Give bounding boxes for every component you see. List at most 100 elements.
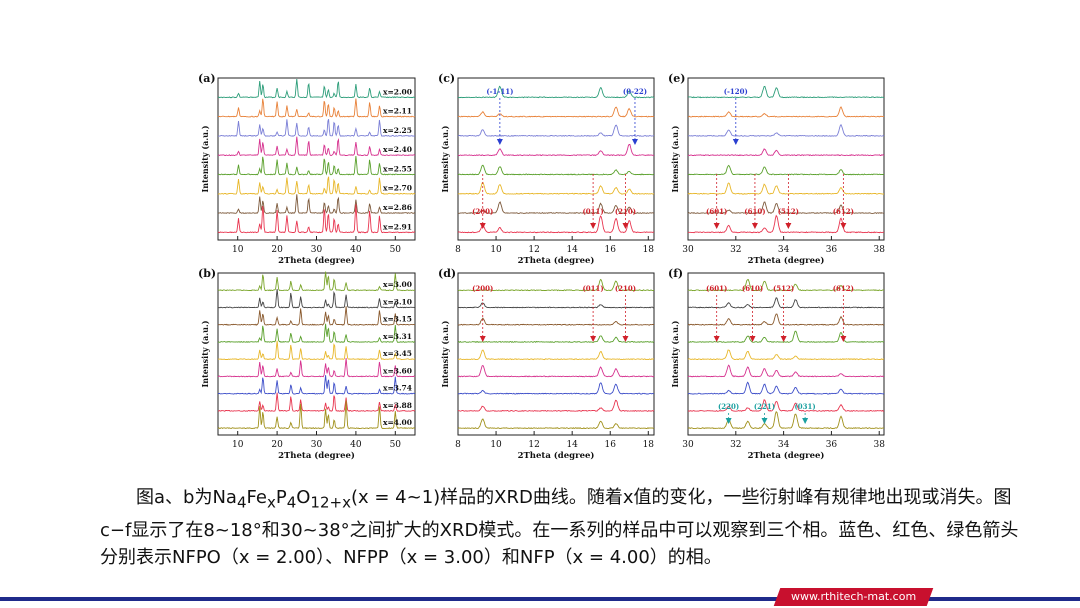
series-line xyxy=(457,364,655,378)
legend-label: x=2.25 xyxy=(383,126,412,135)
panel-d: (d) Intensity (a.u.) 2Theta (degree) 8 10 12 1… xyxy=(438,267,655,461)
series-line xyxy=(217,204,415,234)
series-line xyxy=(458,85,655,99)
legend-label: x=3.31 xyxy=(383,332,412,341)
x-tick-label: 10 xyxy=(232,245,244,255)
series-line xyxy=(457,418,655,430)
x-tick-label: 12 xyxy=(528,440,539,450)
x-tick-label: 18 xyxy=(643,440,655,450)
series-line xyxy=(217,79,416,99)
x-tick-label: 36 xyxy=(826,440,838,450)
y-axis-label: Intensity (a.u.) xyxy=(440,320,450,387)
panel-label: (a) xyxy=(198,72,216,85)
x-tick-label: 10 xyxy=(490,245,502,255)
peak-label: (0-22) xyxy=(623,87,647,96)
series-line xyxy=(217,156,416,176)
x-tick-label: 14 xyxy=(566,440,578,450)
series-line xyxy=(687,381,885,395)
series-line xyxy=(457,181,655,195)
x-tick-label: 40 xyxy=(350,245,362,255)
peak-arrow xyxy=(622,336,629,342)
peak-arrow xyxy=(479,336,486,342)
legend-label: x=2.00 xyxy=(383,87,412,96)
x-tick-label: 14 xyxy=(566,245,578,255)
series-line xyxy=(687,201,885,215)
x-tick-label: 20 xyxy=(271,440,283,450)
legend-label: x=3.45 xyxy=(383,349,412,358)
x-tick-label: 38 xyxy=(873,440,885,450)
series-line xyxy=(457,317,654,326)
peak-arrow xyxy=(780,336,787,342)
series-line xyxy=(217,357,416,378)
series-line xyxy=(687,123,885,137)
peak-arrow xyxy=(802,418,809,424)
series-line xyxy=(457,215,655,234)
legend-label: x=2.11 xyxy=(383,107,412,116)
plot-frame xyxy=(687,272,885,436)
y-axis-label: Intensity (a.u.) xyxy=(670,125,680,192)
series-line xyxy=(687,106,885,118)
series-line xyxy=(687,411,884,430)
x-axis-label: 2Theta (degree) xyxy=(748,255,825,266)
plot-frame xyxy=(687,77,885,241)
peak-label: (512) xyxy=(773,284,794,293)
y-axis-label: Intensity (a.u.) xyxy=(440,125,450,192)
series-line xyxy=(688,85,885,99)
x-tick-label: 8 xyxy=(455,440,461,450)
x-tick-label: 12 xyxy=(528,245,539,255)
series-line xyxy=(687,164,885,176)
peak-arrow xyxy=(751,223,758,229)
x-tick-label: 8 xyxy=(455,245,461,255)
peak-arrow xyxy=(840,336,847,342)
series-line xyxy=(217,340,416,361)
peak-arrow xyxy=(725,418,732,424)
peak-label: (-120) xyxy=(724,87,748,96)
x-axis-label: 2Theta (degree) xyxy=(518,255,595,266)
series-line xyxy=(687,313,885,326)
y-axis-label: Intensity (a.u.) xyxy=(670,320,680,387)
legend-label: x=2.86 xyxy=(383,203,412,212)
legend-label: x=2.40 xyxy=(383,145,412,154)
footer-url: www.rthitech-mat.com xyxy=(790,590,916,603)
series-line xyxy=(458,349,655,361)
footer-url-tab[interactable]: www.rthitech-mat.com xyxy=(773,588,934,606)
panel-f: (f) Intensity (a.u.) 2Theta (degree) 30 32 34… xyxy=(668,267,885,461)
legend-label: x=3.60 xyxy=(383,366,412,375)
peak-label: (011) xyxy=(582,284,603,293)
legend-label: x=3.74 xyxy=(383,384,412,393)
series-line xyxy=(457,144,654,157)
peak-label: (-1-11) xyxy=(486,87,513,96)
x-tick-label: 30 xyxy=(311,440,323,450)
x-axis-label: 2Theta (degree) xyxy=(748,450,825,461)
series-line xyxy=(457,302,655,309)
legend-label: x=2.55 xyxy=(383,164,412,173)
x-tick-label: 20 xyxy=(271,245,283,255)
peak-arrow xyxy=(631,139,638,145)
peak-label: (200) xyxy=(472,284,493,293)
xrd-figure: (a) Intensity (a.u.) 2Theta (degree) 10 20 30… xyxy=(198,72,885,461)
x-tick-label: 10 xyxy=(490,440,502,450)
peak-arrow xyxy=(479,223,486,229)
peak-arrow xyxy=(785,223,792,229)
peak-label: (610) xyxy=(742,284,763,293)
series-line xyxy=(687,330,885,343)
legend-label: x=3.88 xyxy=(383,401,412,410)
panel-label: (d) xyxy=(438,267,456,280)
series-line xyxy=(217,400,416,430)
series-line xyxy=(217,136,416,157)
series-line xyxy=(217,176,416,195)
x-tick-label: 50 xyxy=(390,245,402,255)
legend-label: x=3.10 xyxy=(383,297,412,306)
peak-arrow xyxy=(622,223,629,229)
x-tick-label: 10 xyxy=(232,440,244,450)
x-tick-label: 18 xyxy=(643,245,655,255)
panel-label: (b) xyxy=(198,267,216,280)
peak-arrow xyxy=(749,336,756,342)
plot-frame xyxy=(217,77,416,241)
figure-caption: 图a、b为Na4FexP4O12+x(x = 4~1)样品的XRD曲线。随着x值… xyxy=(100,487,1019,568)
legend-label: x=2.91 xyxy=(383,222,412,231)
series-line xyxy=(687,297,885,309)
x-tick-label: 32 xyxy=(730,440,741,450)
x-tick-label: 50 xyxy=(390,440,402,450)
peak-label: (210) xyxy=(615,284,636,293)
